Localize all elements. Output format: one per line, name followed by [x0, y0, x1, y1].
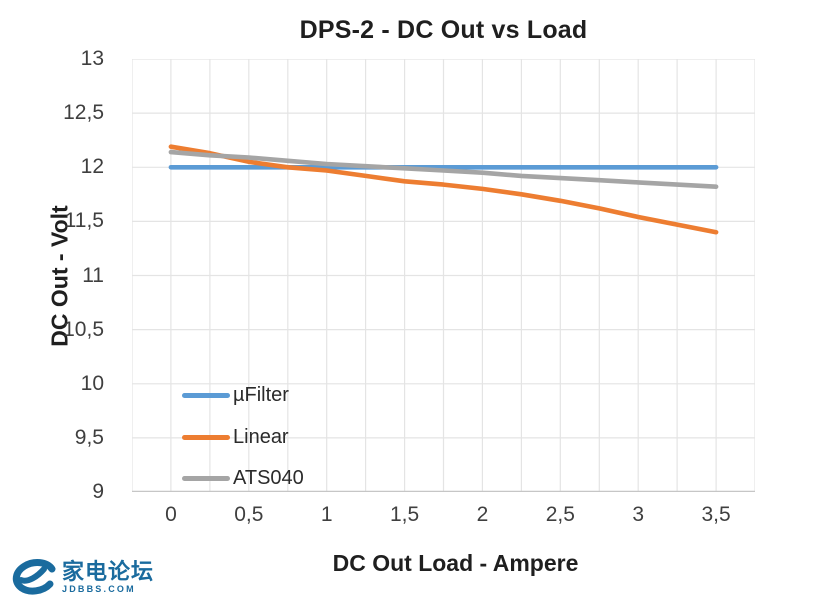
y-tick-label: 11 [82, 263, 104, 287]
x-axis-title: DC Out Load - Ampere [332, 550, 579, 576]
y-tick-label: 10 [80, 371, 104, 395]
y-tick-label: 10,5 [63, 317, 104, 341]
y-tick-label: 13 [80, 47, 104, 70]
x-tick-label: 1,5 [389, 503, 420, 526]
legend-item-ats040: ATS040 [182, 466, 304, 491]
x-tick-label: 1 [320, 503, 333, 526]
legend-label: µFilter [233, 384, 289, 406]
legend: µFilter Linear ATS040 [182, 383, 304, 508]
x-tick-label: 0 [165, 503, 177, 526]
x-tick-label: 2 [476, 503, 489, 526]
legend-item-ufilter: µFilter [182, 383, 304, 408]
x-tick-label: 3 [632, 503, 645, 526]
ufilter-line-swatch [182, 393, 230, 398]
watermark-domain-text: JDBBS.COM [62, 583, 136, 594]
plot-area [132, 59, 755, 492]
chart-title: DPS-2 - DC Out vs Load [299, 16, 588, 44]
legend-item-linear: Linear [182, 425, 304, 450]
y-tick-label: 9,5 [74, 425, 104, 449]
legend-label: Linear [233, 425, 289, 448]
swirl-logo-icon [12, 559, 56, 595]
x-tick-label: 3,5 [701, 503, 731, 526]
watermark-cn-text: 家电论坛 [62, 558, 155, 584]
y-tick-label: 12 [80, 155, 104, 179]
legend-label: ATS040 [233, 467, 304, 489]
ats040-line-swatch [182, 476, 230, 481]
linear-line-swatch [182, 434, 230, 440]
y-tick-label: 11,5 [64, 209, 104, 233]
y-tick-label: 9 [92, 480, 104, 503]
y-tick-label: 12,5 [63, 101, 104, 125]
x-tick-label: 2,5 [545, 503, 575, 526]
x-tick-label: 0,5 [234, 503, 264, 526]
watermark-logo: 家电论坛 JDBBS.COM [8, 556, 154, 598]
